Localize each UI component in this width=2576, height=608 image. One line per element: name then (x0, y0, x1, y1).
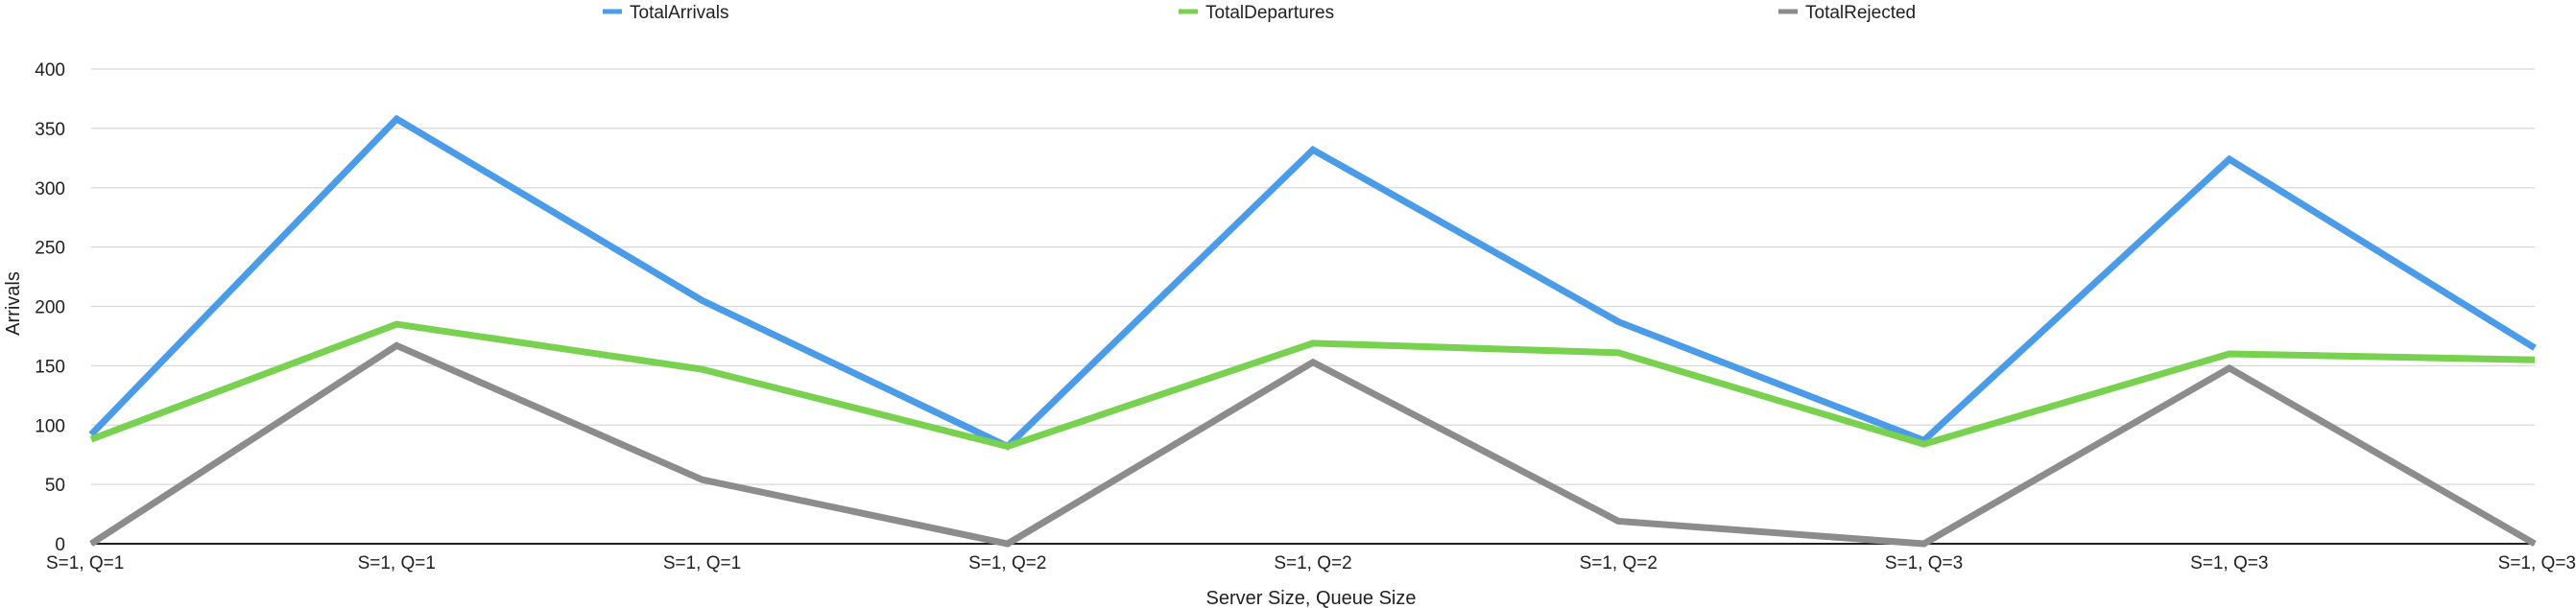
y-tick-label: 100 (35, 416, 65, 436)
series-line-totaldepartures (89, 320, 2536, 451)
series-line-totalrejected (89, 341, 2537, 548)
y-tick-label: 0 (55, 535, 65, 555)
y-tick-labels: 0 50 100 150 200 250 300 350 400 (35, 60, 65, 555)
y-tick-label: 150 (35, 357, 65, 377)
x-tick-label: S=1, Q=1 (46, 553, 124, 573)
x-tick-label: S=1, Q=3 (2498, 553, 2576, 573)
grid-lines (91, 68, 2535, 485)
y-axis-title: Arrivals (3, 271, 24, 336)
x-tick-label: S=1, Q=1 (663, 553, 741, 573)
x-tick-labels: S=1, Q=1 S=1, Q=1 S=1, Q=1 S=1, Q=2 S=1, Q=2… (46, 553, 2576, 573)
x-tick-label: S=1, Q=3 (1885, 553, 1963, 573)
x-tick-label: S=1, Q=2 (1274, 553, 1351, 573)
y-tick-label: 50 (45, 476, 65, 496)
y-tick-label: 200 (35, 298, 65, 318)
legend-label: TotalRejected (1805, 3, 1916, 23)
x-tick-label: S=1, Q=1 (358, 553, 436, 573)
x-tick-label: S=1, Q=3 (2190, 553, 2268, 573)
x-tick-label: S=1, Q=2 (1580, 553, 1658, 573)
legend-label: TotalDepartures (1205, 3, 1334, 23)
y-tick-label: 400 (35, 60, 65, 81)
y-tick-label: 350 (35, 120, 65, 140)
series-line-totalarrivals (88, 114, 2537, 451)
legend-label: TotalArrivals (630, 3, 728, 23)
legend: TotalArrivals TotalDepartures TotalRejecte… (603, 3, 1916, 23)
y-tick-label: 300 (35, 179, 65, 199)
series-lines (88, 114, 2537, 548)
x-axis-title: Server Size, Queue Size (1206, 588, 1417, 608)
y-tick-label: 250 (35, 239, 65, 259)
x-tick-label: S=1, Q=2 (968, 553, 1046, 573)
